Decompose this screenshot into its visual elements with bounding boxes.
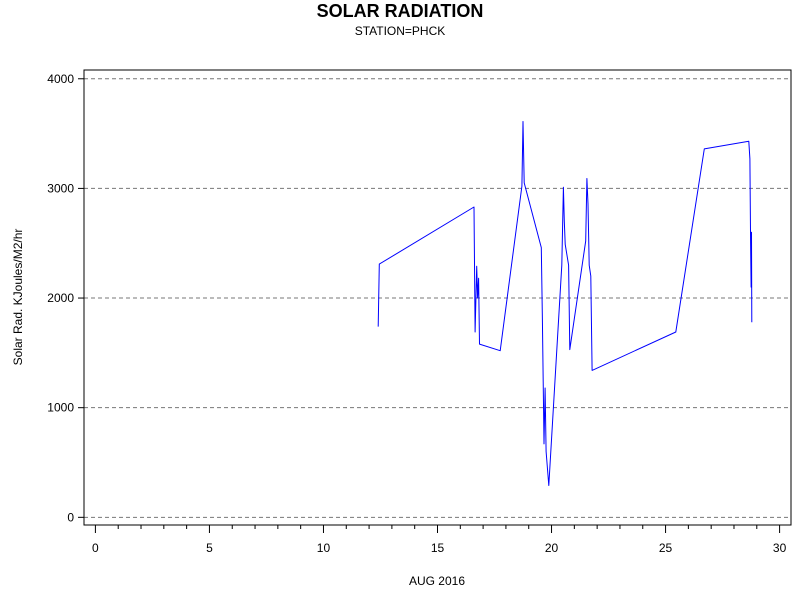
y-tick-label-0: 0 [67,510,74,524]
x-tick-label-25: 25 [659,541,673,555]
chart-subtitle: STATION=PHCK [355,24,446,38]
x-tick-label-15: 15 [431,541,445,555]
gridlines [84,78,791,518]
plot-area-frame [83,69,792,526]
x-tick-label-0: 0 [92,541,99,555]
x-tick-label-20: 20 [545,541,559,555]
x-tick-label-10: 10 [317,541,331,555]
y-tick-label-2000: 2000 [47,291,74,305]
y-axis-label: Solar Rad. KJoules/M2/hr [11,229,25,366]
x-tick-label-30: 30 [773,541,787,555]
x-tick-label-5: 5 [206,541,213,555]
y-tick-label-3000: 3000 [47,181,74,195]
x-axis-label: AUG 2016 [409,574,465,588]
series-line-0 [377,121,753,486]
series-area [377,121,753,486]
y-tick-label-4000: 4000 [47,72,74,86]
axes: 0 1000 2000 3000 4000 0 5 10 15 20 25 30 [47,72,786,555]
y-tick-label-1000: 1000 [47,401,74,415]
chart-title: SOLAR RADIATION [317,1,484,21]
